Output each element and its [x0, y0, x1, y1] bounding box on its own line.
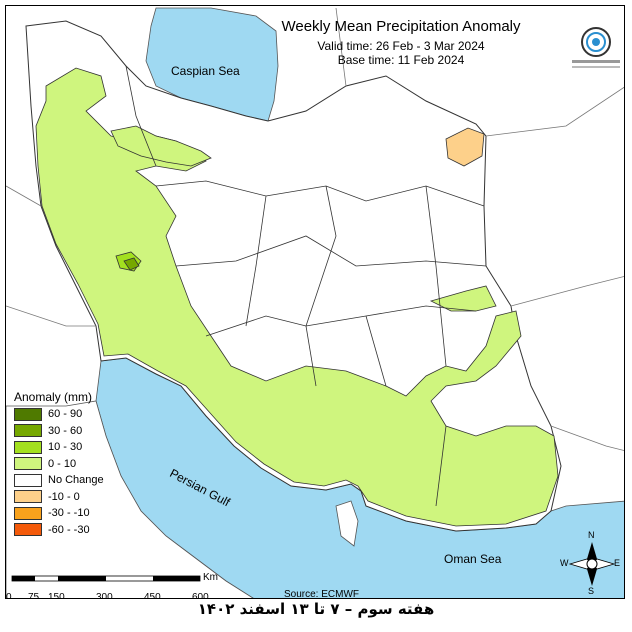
country-borders [6, 7, 624, 451]
oman-sea-label: Oman Sea [444, 552, 502, 566]
legend-item: 60 - 90 [14, 406, 130, 423]
arabian-land [6, 400, 254, 598]
source-label: Source: ECMWF [284, 589, 360, 599]
footer-caption: هفته سوم – ۷ تا ۱۳ اسفند ۱۴۰۲ [197, 600, 435, 618]
compass-w: W [560, 558, 569, 568]
scale-bar [11, 575, 201, 582]
scale-tick-150: 150 [48, 592, 65, 599]
legend-label: -10 - 0 [48, 490, 80, 503]
legend-swatch [14, 457, 42, 471]
legend: Anomaly (mm) 60 - 90 30 - 60 10 - 30 0 - 10… [14, 390, 130, 538]
map-title: Weekly Mean Precipitation Anomaly [281, 18, 521, 35]
scale-tick-450: 450 [144, 592, 161, 599]
anomaly-0-10-north [110, 125, 212, 167]
legend-swatch [14, 523, 42, 537]
legend-title: Anomaly (mm) [14, 390, 93, 404]
compass-s: S [588, 586, 595, 596]
legend-item: -60 - -30 [14, 522, 130, 539]
compass-icon [568, 542, 616, 586]
legend-label: 30 - 60 [48, 424, 83, 437]
oman-tip [335, 500, 359, 547]
valid-time: Valid time: 26 Feb - 3 Mar 2024 [317, 39, 485, 53]
anomaly-negative-patch [445, 127, 485, 167]
legend-item: 0 - 10 [14, 456, 130, 473]
legend-item: 10 - 30 [14, 439, 130, 456]
province-boundaries [125, 65, 487, 507]
legend-swatch [14, 407, 42, 421]
legend-item: -30 - -10 [14, 505, 130, 522]
scale-tick-0: 0 [6, 592, 12, 599]
scale-tick-600: 600 [192, 592, 209, 599]
compass-n: N [588, 530, 595, 540]
anomaly-0-10-east [429, 285, 497, 312]
base-time: Base time: 11 Feb 2024 [337, 53, 465, 67]
legend-label: 60 - 90 [48, 408, 83, 421]
scale-tick-75: 75 [28, 592, 40, 599]
legend-swatch [14, 490, 42, 504]
legend-item: 30 - 60 [14, 423, 130, 440]
scale-unit: Km [203, 572, 218, 583]
precipitation-map [6, 6, 624, 598]
legend-item: -10 - 0 [14, 489, 130, 506]
legend-item: No Change [14, 472, 130, 489]
compass-e: E [614, 558, 621, 568]
legend-swatch [14, 424, 42, 438]
legend-label: 10 - 30 [48, 441, 83, 454]
legend-swatch [14, 473, 42, 487]
legend-swatch [14, 506, 42, 520]
map-frame: Weekly Mean Precipitation Anomaly Valid … [5, 5, 625, 599]
caspian-sea-label: Caspian Sea [171, 64, 240, 78]
anomaly-0-10-west [35, 67, 559, 527]
anomaly-30-60-patch [123, 257, 140, 271]
legend-label: 0 - 10 [48, 457, 77, 470]
legend-label: -30 - -10 [48, 507, 90, 520]
scale-tick-300: 300 [96, 592, 113, 599]
legend-label: No Change [48, 474, 104, 487]
organization-logo [572, 27, 620, 68]
legend-swatch [14, 440, 42, 454]
legend-label: -60 - -30 [48, 523, 90, 536]
